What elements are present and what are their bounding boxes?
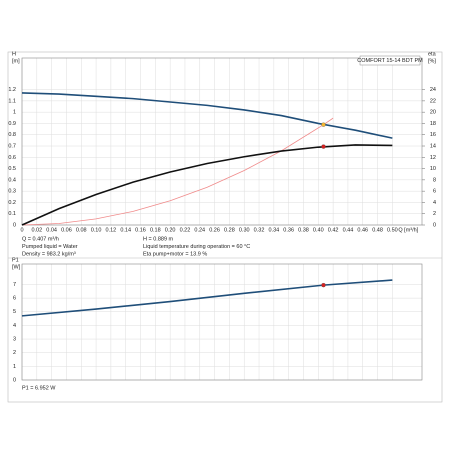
y2-tick-label: 24 <box>430 87 436 93</box>
duty-point <box>321 122 326 127</box>
x-tick-label: 0.42 <box>328 227 339 233</box>
chart-title: COMFORT 15-14 BDT PM <box>357 58 423 64</box>
info-text: H = 0.889 m <box>143 236 174 242</box>
x-axis-label: Q [m³/h] <box>398 227 418 233</box>
y2-tick-label: 22 <box>430 98 436 104</box>
x-tick-label: 0.16 <box>135 227 146 233</box>
y2-axis-label: eta <box>428 51 437 57</box>
duty-point <box>321 144 326 149</box>
x-tick-label: 0.06 <box>61 227 72 233</box>
y-tick-label: 0.3 <box>8 189 16 195</box>
info-text: P1 = 6.952 W <box>22 385 56 391</box>
x-tick-label: 0.48 <box>372 227 383 233</box>
y-tick-label: 4 <box>13 323 16 329</box>
x-tick-label: 0.02 <box>31 227 42 233</box>
x-tick-label: 0.08 <box>76 227 87 233</box>
x-tick-label: 0.50 <box>387 227 398 233</box>
x-tick-label: 0.44 <box>343 227 354 233</box>
x-tick-label: 0.22 <box>180 227 191 233</box>
x-tick-label: 0.10 <box>91 227 102 233</box>
info-text: Liquid temperature during operation = 60… <box>143 244 250 250</box>
plot-area <box>21 263 423 381</box>
y2-tick-label: 0 <box>433 222 436 228</box>
y-axis-label: P1 <box>12 257 19 263</box>
y-tick-label: 0 <box>13 222 16 228</box>
y-tick-label: 0.1 <box>8 211 16 217</box>
x-tick-label: 0.40 <box>313 227 324 233</box>
y-tick-label: 0.7 <box>8 143 16 149</box>
y-tick-label: 0.9 <box>8 121 16 127</box>
x-tick-label: 0.34 <box>268 227 279 233</box>
y2-tick-label: 6 <box>433 189 436 195</box>
y-tick-label: 0.8 <box>8 132 16 138</box>
x-tick-label: 0.14 <box>120 227 131 233</box>
curve <box>21 279 393 317</box>
y2-tick-label: 16 <box>430 132 436 138</box>
curve <box>21 117 334 226</box>
y-tick-label: 7 <box>13 282 16 288</box>
y2-tick-label: 4 <box>433 200 436 206</box>
y-tick-label: 6 <box>13 296 16 302</box>
x-tick-label: 0.24 <box>194 227 205 233</box>
y-axis-label: [W] <box>12 264 21 270</box>
y2-tick-label: 14 <box>430 143 436 149</box>
y2-tick-label: 2 <box>433 211 436 217</box>
y-tick-label: 0.5 <box>8 166 16 172</box>
x-tick-label: 0.20 <box>165 227 176 233</box>
y-axis-label: H <box>12 51 16 57</box>
y2-tick-label: 20 <box>430 110 436 116</box>
x-tick-label: 0.46 <box>357 227 368 233</box>
info-text: Pumped liquid = Water <box>22 244 78 250</box>
y-tick-label: 3 <box>13 337 16 343</box>
x-tick-label: 0.32 <box>254 227 265 233</box>
y-tick-label: 1 <box>13 110 16 116</box>
info-text: Q = 0.407 m³/h <box>22 236 59 242</box>
x-tick-label: 0.38 <box>298 227 309 233</box>
frame <box>7 51 443 403</box>
y2-tick-label: 10 <box>430 166 436 172</box>
y2-axis-label: [%] <box>428 58 436 64</box>
y-tick-label: 5 <box>13 309 16 315</box>
y-axis-label: [m] <box>12 58 20 64</box>
x-tick-label: 0.36 <box>283 227 294 233</box>
info-text: Density = 983.2 kg/m³ <box>22 251 76 257</box>
y-tick-label: 0.4 <box>8 177 16 183</box>
title-box <box>359 55 421 66</box>
y-tick-label: 0 <box>13 377 16 383</box>
y-tick-label: 1 <box>13 364 16 370</box>
x-tick-label: 0.04 <box>46 227 57 233</box>
x-tick-label: 0.26 <box>209 227 220 233</box>
x-tick-label: 0.18 <box>150 227 161 233</box>
x-tick-label: 0.30 <box>239 227 250 233</box>
y-tick-label: 2 <box>13 350 16 356</box>
y2-tick-label: 18 <box>430 121 436 127</box>
x-tick-label: 0.28 <box>224 227 235 233</box>
y-tick-label: 0.2 <box>8 200 16 206</box>
y-tick-label: 1.2 <box>8 87 16 93</box>
y-tick-label: 1.1 <box>8 98 16 104</box>
duty-point <box>321 282 326 288</box>
y2-tick-label: 8 <box>433 177 436 183</box>
x-tick-label: 0.12 <box>106 227 117 233</box>
y-tick-label: 0.6 <box>8 155 16 161</box>
x-tick-label: 0 <box>20 227 23 233</box>
plot-area <box>21 57 423 226</box>
y2-tick-label: 12 <box>430 155 436 161</box>
curve <box>21 92 393 139</box>
info-text: Eta pump+motor = 13.9 % <box>143 251 207 257</box>
curve <box>21 144 393 226</box>
